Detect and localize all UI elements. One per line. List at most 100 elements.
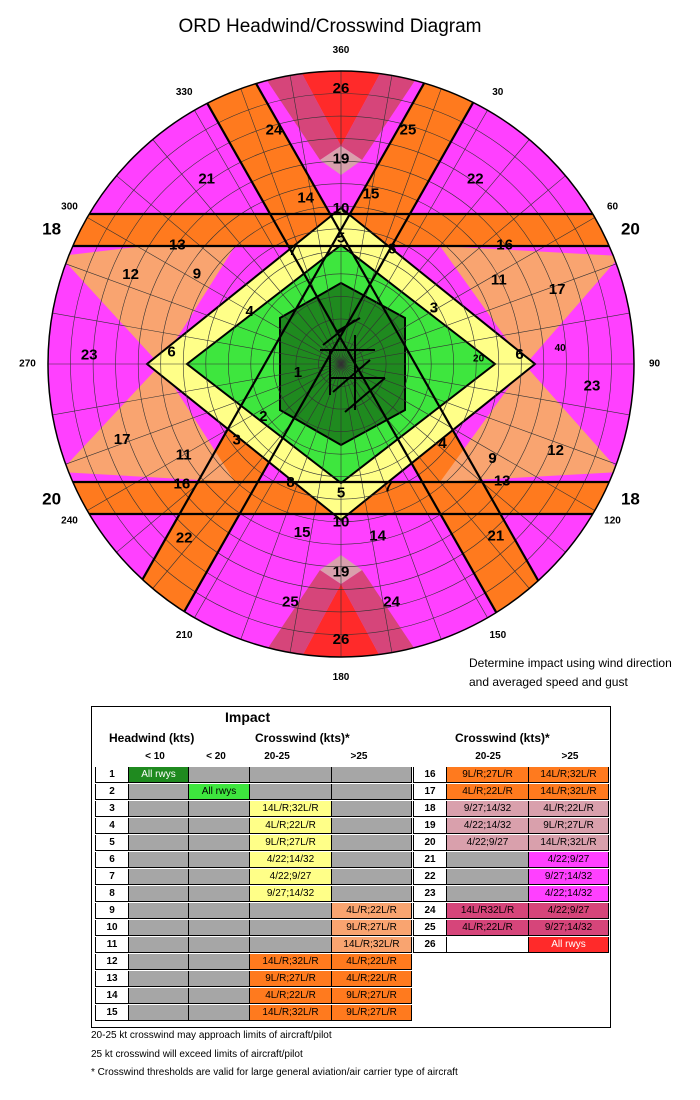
- runway-end-label: 20: [621, 220, 640, 239]
- impact-table: Impact Headwind (kts) Crosswind (kts)* C…: [91, 706, 611, 1028]
- table-cell: [250, 903, 332, 919]
- zone-crimson-bl: [260, 570, 341, 657]
- table-cell: 4/22;14/32: [447, 818, 529, 834]
- sub-header: >25: [561, 751, 579, 762]
- zone-salmon-w1: [60, 246, 235, 365]
- zone-salmon-e2: [440, 365, 620, 482]
- degree-label: 300: [61, 202, 78, 213]
- table-cell: [189, 937, 250, 953]
- row-number: 20: [413, 835, 447, 851]
- table-cell: 14L/R;32L/R: [250, 954, 332, 970]
- row-number: 9: [95, 903, 129, 919]
- table-cell: [129, 903, 189, 919]
- table-cell: 9/27;14/32: [529, 869, 609, 885]
- zone-label: 7: [384, 479, 392, 496]
- table-cell: [189, 920, 250, 936]
- radial-spoke: [340, 363, 595, 511]
- degree-label: 270: [19, 359, 36, 370]
- table-cell: [129, 920, 189, 936]
- table-cell: 4L/R;22L/R: [332, 971, 412, 987]
- zone-label: 16: [496, 237, 513, 254]
- radial-spoke: [340, 363, 617, 465]
- table-cell: 4/22;9/27: [529, 903, 609, 919]
- table-cell: [250, 784, 332, 800]
- radial-spoke: [340, 363, 393, 653]
- radial-spoke: [340, 363, 488, 618]
- row-number: 2: [95, 784, 129, 800]
- table-cell: [189, 852, 250, 868]
- radial-spoke: [340, 263, 617, 365]
- sub-header: < 20: [206, 751, 226, 762]
- table-cell: [189, 988, 250, 1004]
- zone-salmon-e1: [440, 246, 620, 365]
- zone-label: 10: [333, 514, 350, 531]
- table-cell: [129, 835, 189, 851]
- table-cell: 4L/R;22L/R: [250, 988, 332, 1004]
- zone-label: 3: [430, 300, 438, 317]
- radial-spoke: [340, 75, 393, 365]
- zone-crimson-tl: [260, 71, 341, 160]
- row-number: 3: [95, 801, 129, 817]
- zone-crimson-br: [341, 570, 422, 657]
- degree-label: 240: [61, 515, 78, 526]
- radial-spoke: [152, 139, 342, 365]
- table-cell: [332, 886, 412, 902]
- row-number: 7: [95, 869, 129, 885]
- radial-spoke: [340, 363, 630, 416]
- runway-end-label: 18: [621, 490, 640, 509]
- table-cell: 4L/R;22L/R: [332, 903, 412, 919]
- table-cell: [189, 903, 250, 919]
- table-cell: [129, 818, 189, 834]
- zone-label: 4: [438, 435, 447, 452]
- table-cell: [129, 886, 189, 902]
- zone-label: 26: [333, 80, 350, 97]
- headwind-header: Headwind (kts): [109, 731, 195, 745]
- zone-label: 15: [363, 185, 380, 202]
- table-title: Impact: [225, 709, 271, 725]
- ring-label: 40: [555, 343, 567, 354]
- table-cell: [447, 886, 529, 902]
- table-cell: 4L/R;22L/R: [447, 784, 529, 800]
- radial-spoke: [65, 263, 342, 365]
- zone-label: 14: [297, 189, 314, 206]
- table-cell: [250, 937, 332, 953]
- zone-label: 2: [259, 408, 267, 425]
- row-number: 21: [413, 852, 447, 868]
- table-cell: 4/22;9/27: [529, 852, 609, 868]
- row-number: 26: [413, 937, 447, 953]
- table-cell: All rwys: [189, 784, 250, 800]
- zone-label: 9: [488, 450, 496, 467]
- table-cell: [129, 869, 189, 885]
- table-cell: [129, 784, 189, 800]
- zone-label: 10: [333, 200, 350, 217]
- note: Determine impact using wind direction an…: [469, 654, 672, 692]
- zone-salmon-w2: [60, 365, 235, 482]
- radial-spoke: [340, 139, 530, 365]
- table-cell: 4/22;9/27: [447, 835, 529, 851]
- table-cell: [250, 767, 332, 783]
- table-cell: All rwys: [129, 767, 189, 783]
- zone-label: 8: [388, 240, 396, 257]
- row-number: 25: [413, 920, 447, 936]
- row-number: 13: [95, 971, 129, 987]
- zone-label: 14: [369, 528, 386, 545]
- zone-label: 26: [333, 631, 350, 648]
- zone-label: 22: [467, 171, 484, 188]
- radial-spoke: [240, 88, 342, 365]
- table-cell: [332, 801, 412, 817]
- radial-spoke: [52, 363, 342, 416]
- sub-header: >25: [350, 751, 368, 762]
- degree-label: 120: [604, 515, 621, 526]
- table-cell: [189, 767, 250, 783]
- zone-label: 13: [494, 473, 511, 490]
- zone-label: 25: [400, 122, 417, 139]
- table-cell: [189, 1005, 250, 1021]
- degree-label: 30: [492, 87, 504, 98]
- table-cell: 9L/R;27L/R: [529, 818, 609, 834]
- radial-spoke: [240, 363, 342, 640]
- table-cell: 14L/R32L/R: [447, 903, 529, 919]
